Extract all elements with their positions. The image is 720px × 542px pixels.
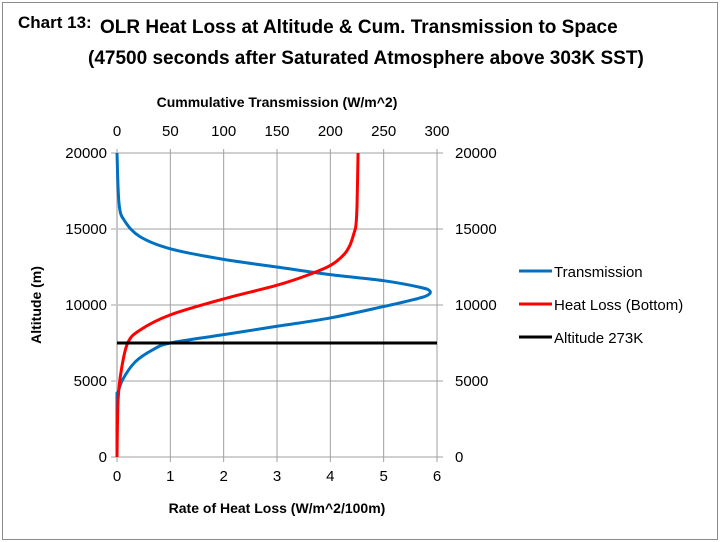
right-tick-label: 20000: [455, 145, 497, 162]
left-tick-label: 5000: [74, 373, 107, 390]
bottom-tick-label: 0: [113, 468, 121, 485]
bottom-tick-label: 2: [219, 468, 227, 485]
left-tick-label: 0: [99, 449, 107, 466]
top-tick-label: 200: [318, 123, 343, 140]
right-tick-label: 0: [455, 449, 463, 466]
chart-subtitle: (47500 seconds after Saturated Atmospher…: [88, 48, 644, 69]
legend-label: Transmission: [554, 264, 643, 281]
bottom-tick-label: 4: [326, 468, 334, 485]
series-line-transmission: [115, 152, 432, 458]
bottom-tick-label: 1: [166, 468, 174, 485]
tick-labels: 0 1 2 3 4 5 60 50 100 150 200 250 300050001000015000…: [65, 123, 496, 485]
legend: Transmission Heat Loss (Bottom) Altitude 2…: [519, 264, 683, 347]
top-tick-label: 300: [424, 123, 449, 140]
chart-title: OLR Heat Loss at Altitude & Cum. Transmi…: [100, 17, 618, 38]
right-tick-label: 10000: [455, 297, 497, 314]
legend-label: Heat Loss (Bottom): [554, 297, 683, 314]
bottom-tick-label: 3: [273, 468, 281, 485]
bottom-tick-label: 6: [433, 468, 441, 485]
left-tick-label: 15000: [65, 221, 107, 238]
right-tick-label: 5000: [455, 373, 488, 390]
top-axis-label: Cummulative Transmission (W/m^2): [157, 94, 398, 110]
top-tick-label: 250: [371, 123, 396, 140]
left-axis-label: Altitude (m): [28, 266, 44, 344]
legend-label: Altitude 273K: [554, 330, 643, 347]
top-tick-label: 150: [264, 123, 289, 140]
left-tick-label: 20000: [65, 145, 107, 162]
left-tick-label: 10000: [65, 297, 107, 314]
bottom-axis-label: Rate of Heat Loss (W/m^2/100m): [169, 500, 386, 516]
bottom-tick-label: 5: [379, 468, 387, 485]
top-tick-label: 100: [211, 123, 236, 140]
right-tick-label: 15000: [455, 221, 497, 238]
top-tick-label: 50: [162, 123, 179, 140]
series-lines: [115, 152, 437, 458]
chart-title-prefix: Chart 13:: [18, 13, 92, 32]
series-line-heat-loss-bottom: [115, 152, 360, 458]
top-tick-label: 0: [113, 123, 121, 140]
